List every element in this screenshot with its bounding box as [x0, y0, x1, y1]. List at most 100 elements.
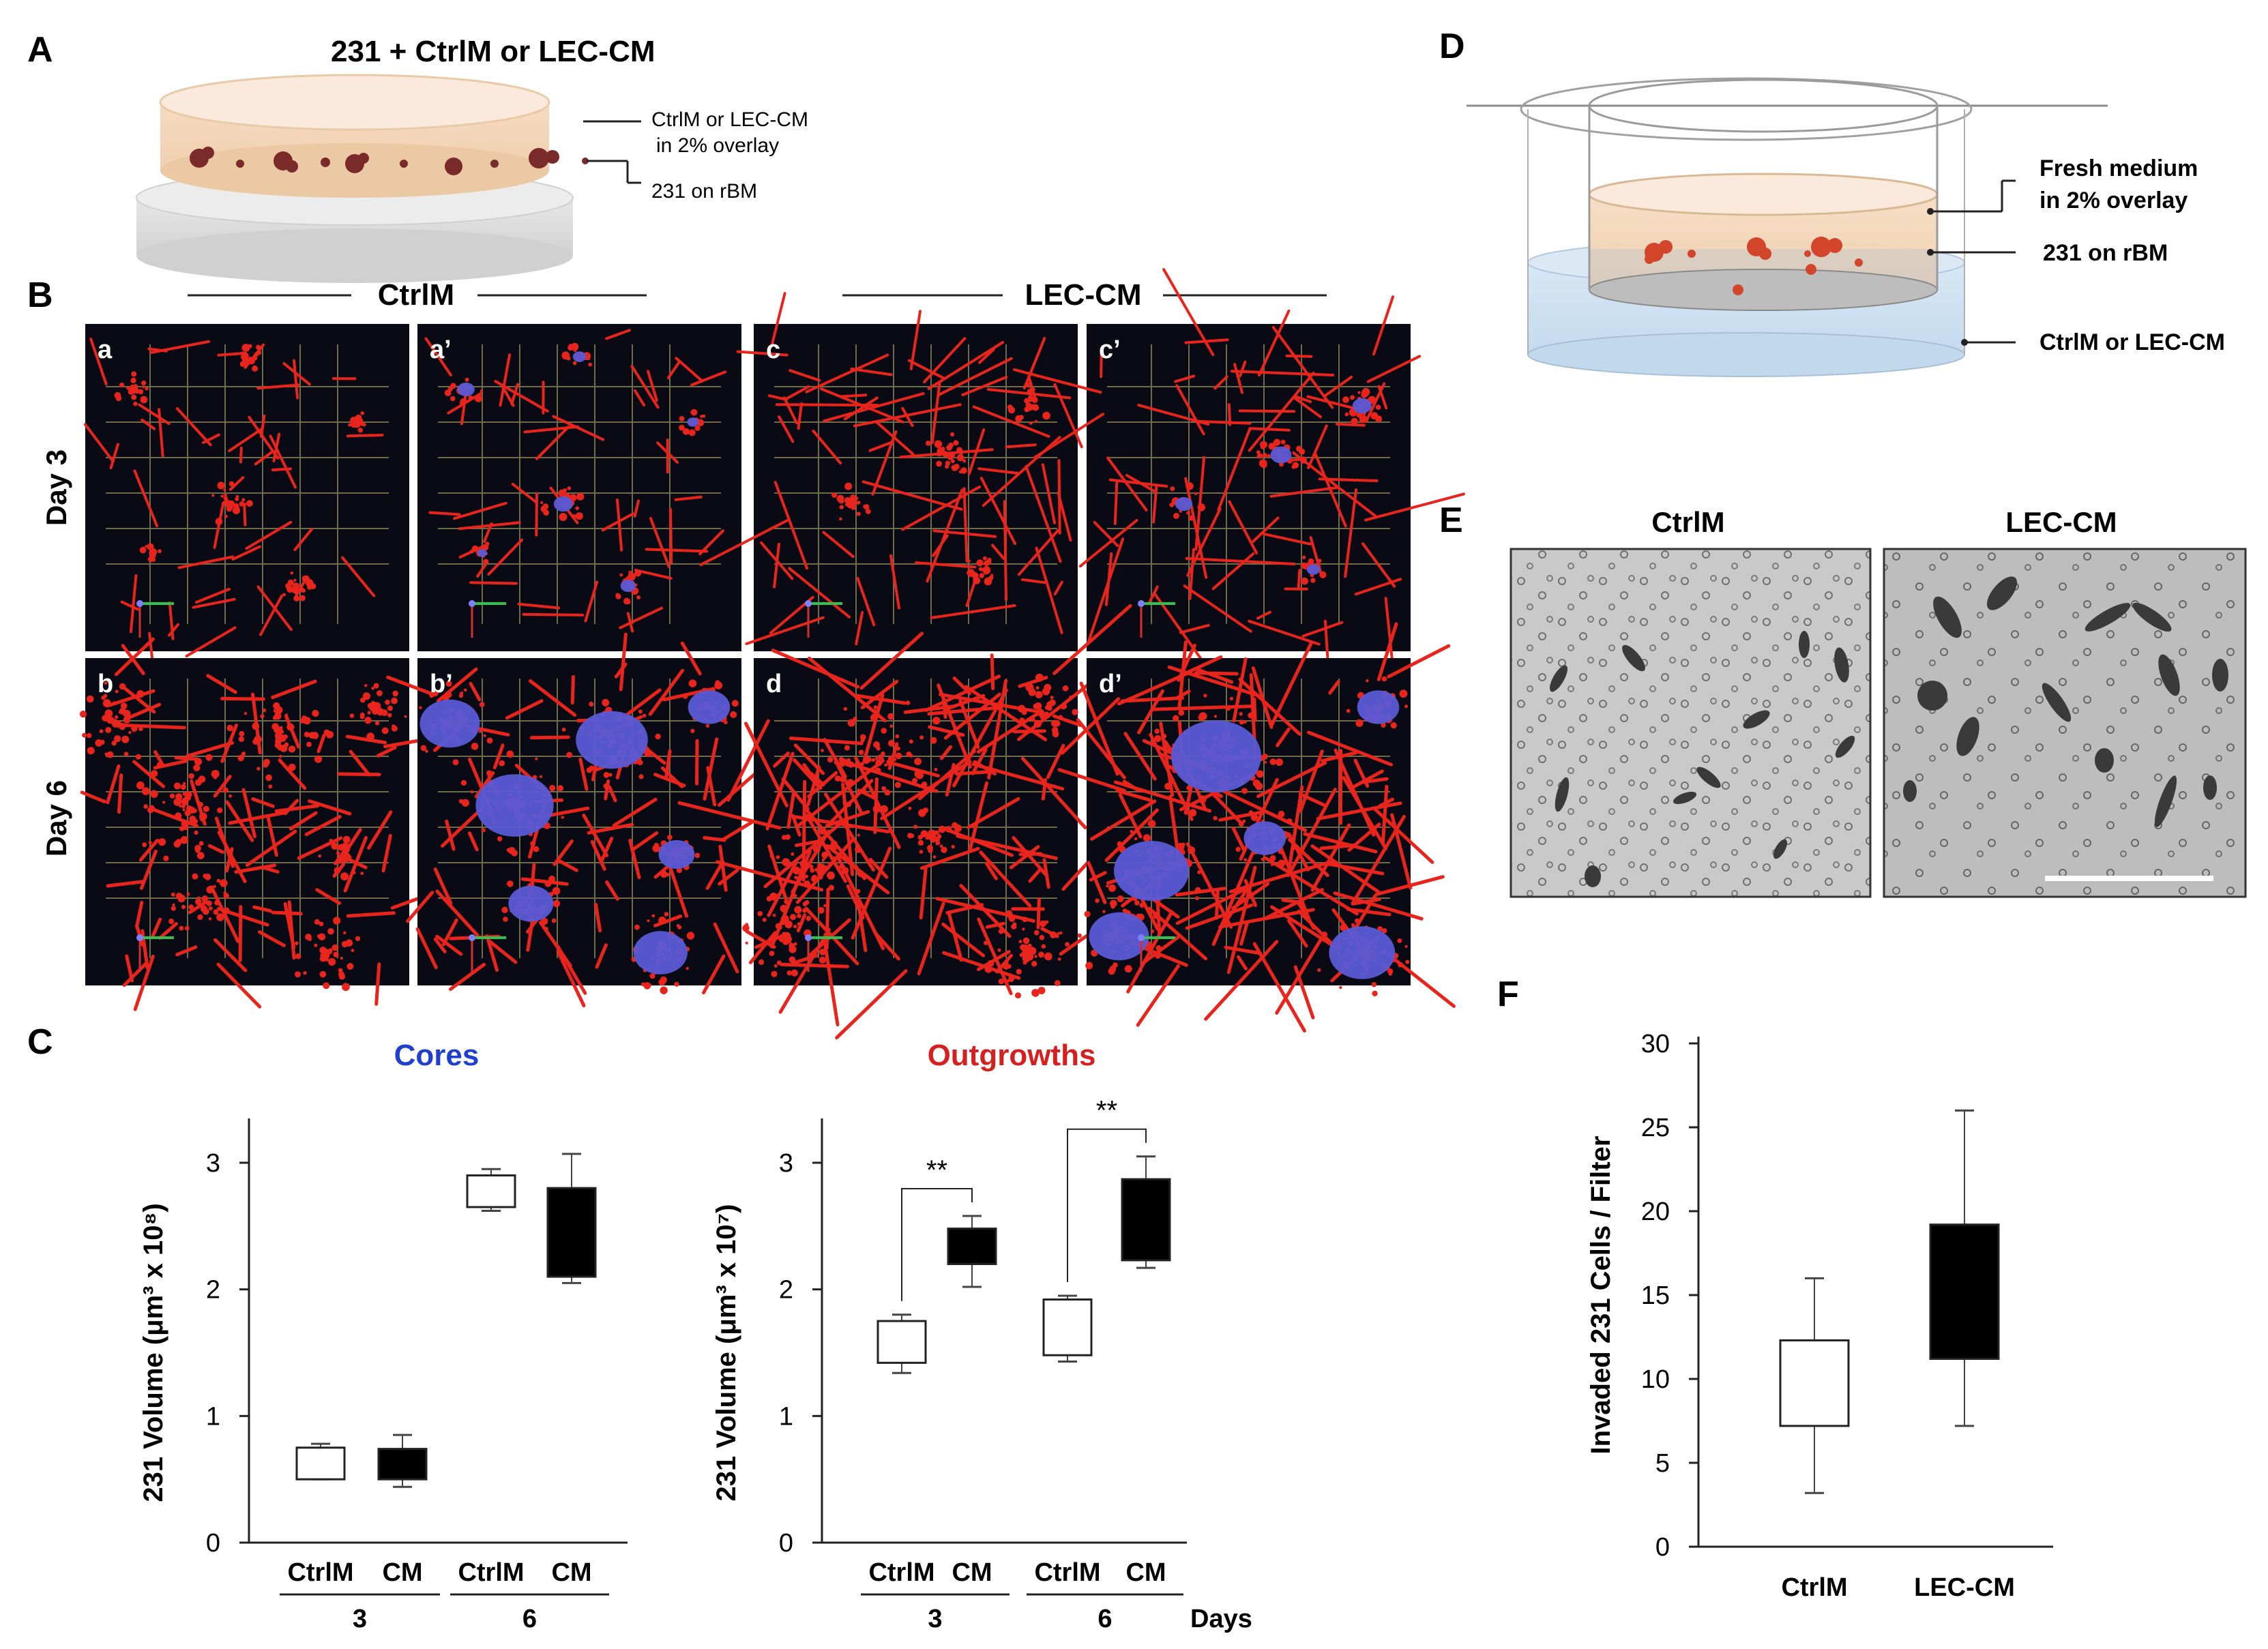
box-1 — [947, 1215, 997, 1288]
significance-label: ** — [926, 1155, 947, 1185]
x-category-label: CtrlM — [1034, 1558, 1100, 1587]
tile-background — [417, 324, 741, 651]
tile-background — [754, 324, 1078, 651]
x-category-label: CtrlM — [868, 1558, 934, 1587]
tile-label: d — [766, 670, 782, 698]
panel-f: F 0 5 10 15 20 25 30 Invaded 231 Cells / Filter… — [1497, 975, 2053, 1602]
panel-b: B CtrlM LEC-CM Day 3 Day 6 a a’ c c’ b b’ d d’ — [27, 268, 1465, 1040]
panel-d-cells-label: 231 on rBM — [2043, 240, 2168, 266]
x-category-label: CM — [551, 1558, 591, 1587]
tile-label: c’ — [1099, 336, 1121, 364]
tile-label: a’ — [430, 336, 452, 364]
box-0 — [877, 1313, 927, 1374]
panel-d: D — [1439, 27, 2225, 377]
panel-a-cells-label: 231 on rBM — [651, 180, 757, 203]
y-axis-label: 231 Volume (μm³ x 10⁷) — [711, 1204, 741, 1502]
group-label-lec-cm: LEC-CM — [1025, 278, 1141, 312]
core-surfaces — [457, 351, 699, 592]
micrograph-tile: c — [699, 292, 1083, 651]
significance-bracket: ** — [901, 1155, 973, 1301]
box-1 — [377, 1433, 428, 1488]
axis-gizmo — [469, 600, 506, 638]
tile-label: d’ — [1099, 670, 1122, 698]
panel-a-label: A — [27, 30, 53, 70]
panel-a-overlay-label-2: in 2% overlay — [656, 134, 779, 157]
brightfield-lec-cm — [1883, 548, 2247, 898]
box-0 — [1779, 1277, 1850, 1494]
significance-label: ** — [1096, 1096, 1117, 1126]
tile-gridlines — [1107, 344, 1390, 624]
box-body — [947, 1228, 997, 1266]
y-tick-label: 3 — [779, 1149, 793, 1178]
panel-e: E CtrlM LEC-CM — [1439, 501, 2247, 898]
outgrowths-chart: Outgrowths 0 1 2 3 231 Volume (μm³ x 10⁷) Ctrl… — [711, 1039, 1252, 1633]
box-body — [546, 1187, 597, 1278]
cell-clusters — [1645, 237, 1863, 295]
outgrowth-clusters — [79, 681, 407, 992]
y-tick-label: 5 — [1655, 1449, 1670, 1478]
panel-a-title: 231 + CtrlM or LEC-CM — [331, 35, 656, 68]
y-tick-label: 10 — [1641, 1365, 1670, 1394]
micrograph-tile: b’ — [386, 632, 762, 1007]
outgrowth-network — [83, 338, 384, 670]
y-tick-label: 30 — [1641, 1030, 1670, 1058]
tile-label: b — [98, 670, 113, 698]
y-tick-label: 2 — [779, 1276, 793, 1305]
outgrowth-network — [677, 604, 1132, 1040]
x-category-label: CM — [952, 1558, 992, 1587]
y-tick-label: 15 — [1641, 1281, 1670, 1310]
x-group-label: 3 — [928, 1605, 942, 1633]
panel-d-bottom-label: CtrlM or LEC-CM — [2039, 329, 2225, 355]
y-axis-label: 231 Volume (μm³ x 10⁸) — [138, 1203, 168, 1502]
x-group-label: 3 — [353, 1605, 367, 1633]
bracket-line — [901, 1187, 973, 1301]
cores-chart: Cores 0 1 2 3 231 Volume (μm³ x 10⁸) CtrlM CM Ct… — [138, 1039, 628, 1633]
invasion-chart: 0 5 10 15 20 25 30 Invaded 231 Cells / Filter Ct… — [1586, 1030, 2053, 1602]
y-tick-label: 20 — [1641, 1198, 1670, 1226]
dish-diagram — [136, 74, 641, 283]
box-2 — [1042, 1294, 1093, 1363]
outgrowth-network — [1057, 622, 1456, 1033]
row-label-day6: Day 6 — [40, 780, 72, 857]
x-axis-label: Days — [1190, 1605, 1252, 1633]
y-tick-label: 0 — [206, 1529, 220, 1558]
x-category-label: CM — [1125, 1558, 1166, 1587]
chart-title: Outgrowths — [928, 1039, 1096, 1072]
box-0 — [295, 1442, 346, 1481]
box-1 — [1929, 1109, 2000, 1427]
micrograph-tile: a’ — [417, 324, 741, 651]
y-tick-label: 2 — [206, 1276, 220, 1305]
box-3 — [1121, 1155, 1171, 1269]
axis-gizmo — [469, 934, 506, 972]
panel-d-fresh-label-1: Fresh medium — [2039, 155, 2198, 181]
outgrowth-clusters — [742, 673, 1078, 999]
y-tick-label: 3 — [206, 1149, 220, 1178]
box-body — [1121, 1178, 1171, 1262]
tile-gridlines — [106, 344, 389, 624]
tile-label: c — [766, 336, 780, 364]
box-body — [1042, 1298, 1093, 1356]
micrograph-tile: d — [677, 604, 1132, 1040]
chart-title: Cores — [394, 1039, 480, 1072]
x-group-label: 6 — [522, 1605, 537, 1633]
micrograph-tile: a — [83, 324, 409, 670]
panel-f-label: F — [1497, 975, 1519, 1014]
tile-background — [85, 658, 409, 985]
x-category-label: CtrlM — [1781, 1573, 1847, 1602]
box-body — [466, 1174, 516, 1208]
cell-clusters — [190, 147, 589, 175]
axis-gizmo — [1138, 600, 1175, 638]
y-tick-label: 25 — [1641, 1114, 1670, 1142]
core-surfaces — [419, 690, 731, 975]
core-surfaces — [1089, 690, 1400, 979]
brightfield-ctrlm — [1509, 548, 1872, 898]
core-surfaces — [1175, 398, 1372, 575]
bracket-line — [1067, 1128, 1147, 1282]
axis-gizmo — [136, 600, 174, 638]
panel-a: A 231 + CtrlM or LEC-CM — [27, 30, 808, 283]
outgrowth-network — [699, 292, 1083, 646]
axis-gizmo — [1138, 934, 1175, 972]
panel-d-label: D — [1439, 27, 1465, 66]
x-category-label: CtrlM — [458, 1558, 524, 1587]
transwell-diagram — [1467, 77, 2108, 377]
